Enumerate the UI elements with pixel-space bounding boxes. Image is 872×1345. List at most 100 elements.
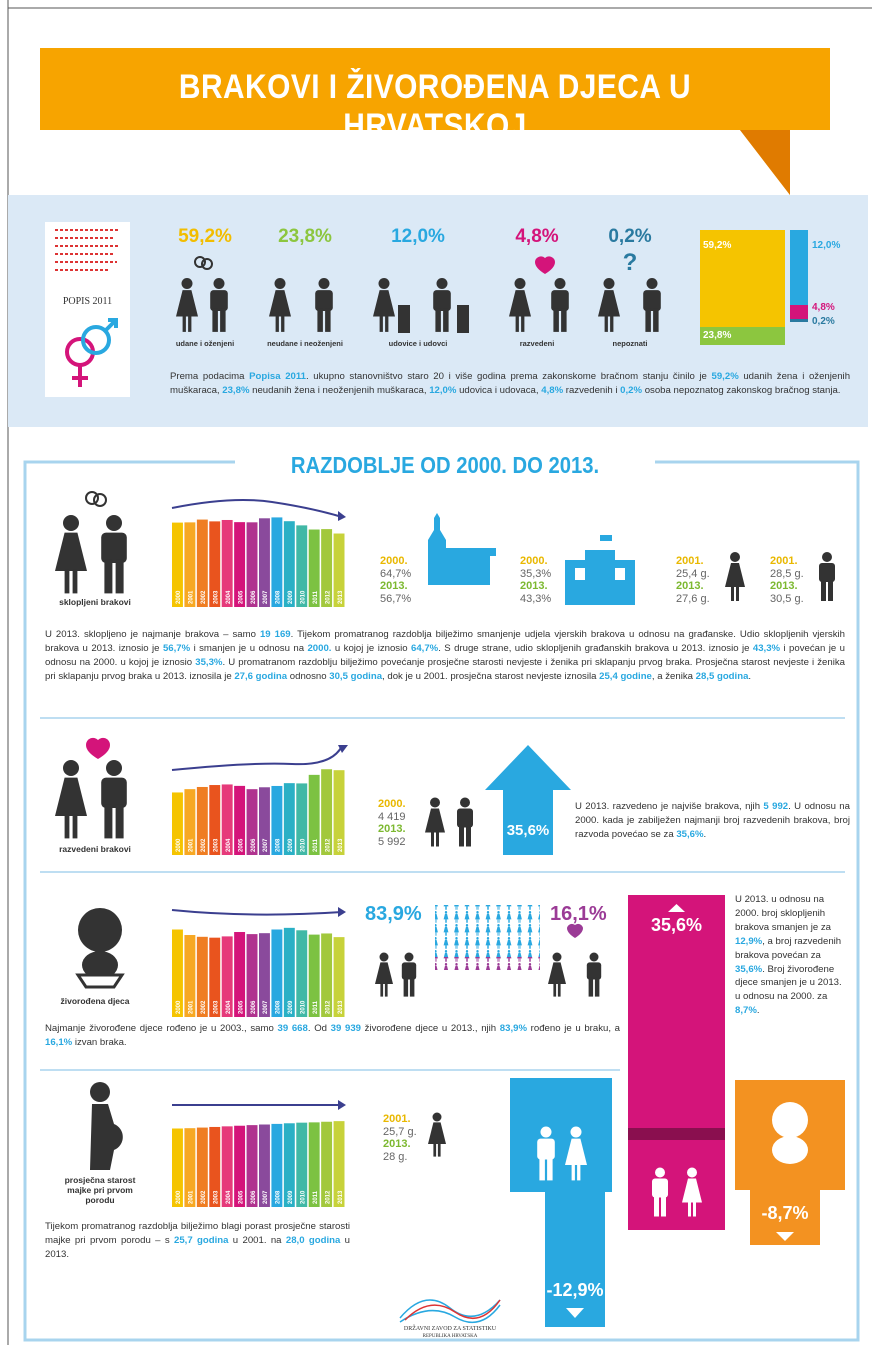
year-label: 2009 — [288, 1190, 294, 1204]
highlight: 59,2% — [712, 371, 739, 382]
church-stats: 2000.64,7%2013.56,7% — [380, 555, 411, 606]
year-label: 2003 — [214, 1190, 220, 1204]
divorce-summary: 35,6% — [628, 915, 725, 936]
period-title: RAZDOBLJE OD 2000. DO 2013. — [260, 452, 630, 478]
year-label: 2002 — [201, 838, 207, 852]
year: 2013. — [520, 580, 551, 593]
highlight: 4,8% — [541, 385, 563, 396]
marriage-summary: -12,9% — [545, 1280, 605, 1301]
text-run: U 2013. sklopljeno je najmanje brakova –… — [45, 629, 260, 640]
year: 2013. — [770, 580, 804, 593]
row-label: živorođena djeca — [40, 997, 150, 1007]
stat-label: nepoznati — [575, 340, 685, 349]
births-summary: -8,7% — [750, 1203, 820, 1224]
year: 2013. — [378, 823, 406, 836]
treemap-label: 12,0% — [812, 240, 840, 252]
highlight: 19 169 — [260, 629, 291, 640]
stat-pct: 23,8% — [255, 226, 355, 248]
text-run: . — [704, 829, 707, 840]
text-run: . ukupno stanovništvo staro 20 i više go… — [306, 371, 712, 382]
out-of-marriage-grid — [435, 957, 540, 970]
year-label: 2001 — [189, 838, 195, 852]
page: Brakovi i živorođena djeca u Hrvatskoj {… — [0, 0, 872, 1345]
year: 2000. — [378, 798, 406, 811]
divorce-change: 35,6% — [503, 822, 553, 839]
births-text: Najmanje živorođene djece rođeno je u 20… — [45, 1022, 620, 1050]
stat-pct: 59,2% — [155, 226, 255, 248]
text-run: . S druge strane, udio sklopljenih građa… — [438, 643, 753, 654]
highlight: 5 992 — [763, 801, 788, 812]
year: 2001. — [383, 1113, 417, 1126]
year-label: 2012 — [325, 1190, 331, 1204]
year-label: 2008 — [276, 1000, 282, 1014]
year-label: 2003 — [214, 1000, 220, 1014]
year-label: 2005 — [238, 1190, 244, 1204]
highlight: 12,9% — [735, 936, 762, 947]
value: 25,7 g. — [383, 1126, 417, 1139]
marriage-box — [510, 1078, 612, 1192]
year-label: 2006 — [251, 1000, 257, 1014]
highlight: 43,3% — [753, 643, 780, 654]
year-label: 2007 — [263, 590, 269, 604]
year-label: 2011 — [313, 590, 319, 604]
text-run: odnosno — [287, 671, 329, 682]
text-run: rođeno je u braku, a — [527, 1023, 620, 1034]
year-label: 2000 — [176, 1000, 182, 1014]
year-label: 2010 — [301, 590, 307, 604]
highlight: 35,6% — [676, 829, 703, 840]
highlight: 28,5 godina — [696, 671, 749, 682]
civil-stats: 2000.35,3%2013.43,3% — [520, 555, 551, 606]
value: 35,3% — [520, 568, 551, 581]
text-run: u 2001. na — [228, 1235, 285, 1246]
year-label: 2008 — [276, 1190, 282, 1204]
treemap-label: 4,8% — [812, 302, 835, 314]
stat-label: neudane i neoženjeni — [250, 340, 360, 349]
highlight: 2000. — [307, 643, 331, 654]
year-label: 2011 — [313, 838, 319, 852]
value: 4 419 — [378, 811, 406, 824]
marriage-tab — [545, 1192, 605, 1327]
highlight: 25,7 godina — [174, 1235, 228, 1246]
row-label: sklopljeni brakovi — [40, 598, 150, 608]
title: BRAKOVI I ŽIVOROĐENA DJECA U HRVATSKOJ — [87, 68, 782, 146]
divorces-text: U 2013. razvedeno je najviše brakova, nj… — [575, 800, 850, 842]
year: 2013. — [383, 1138, 417, 1151]
summary-text: U 2013. u odnosu na 2000. broj sklopljen… — [735, 893, 847, 1018]
year-label: 2001 — [189, 590, 195, 604]
year-label: 2007 — [263, 1190, 269, 1204]
year-label: 2013 — [338, 838, 344, 852]
year-label: 2012 — [325, 838, 331, 852]
marriages-text: U 2013. sklopljeno je najmanje brakova –… — [45, 628, 845, 684]
text-run: u kojoj je iznosio — [331, 643, 411, 654]
year-label: 2006 — [251, 838, 257, 852]
logo-box — [45, 222, 130, 397]
year-label: 2002 — [201, 590, 207, 604]
year: 2000. — [380, 555, 411, 568]
year: 2013. — [380, 580, 411, 593]
page-body: ? 20002001200220032004200520062007200820… — [0, 0, 872, 1345]
mother-ages: 2001.25,7 g.2013.28 g. — [383, 1113, 417, 1164]
value: 56,7% — [380, 593, 411, 606]
year-label: 2011 — [313, 1000, 319, 1014]
year-label: 2009 — [288, 590, 294, 604]
treemap-label: 59,2% — [703, 240, 731, 252]
highlight: 12,0% — [429, 385, 456, 396]
year-label: 2009 — [288, 1000, 294, 1014]
highlight: 35,6% — [735, 964, 762, 975]
text-run: udovica i udovaca, — [456, 385, 541, 396]
value: 27,6 g. — [676, 593, 710, 606]
year-label: 2007 — [263, 838, 269, 852]
year-label: 2012 — [325, 590, 331, 604]
stat-pct: 0,2% — [580, 226, 680, 248]
out-of-marriage: 16,1% — [550, 903, 607, 926]
country: REPUBLIKA HRVATSKA — [370, 1334, 530, 1340]
year-label: 2001 — [189, 1190, 195, 1204]
year-label: 2000 — [176, 1190, 182, 1204]
year-label: 2005 — [238, 838, 244, 852]
year-label: 2005 — [238, 590, 244, 604]
in-marriage-grid — [435, 905, 540, 957]
year-label: 2003 — [214, 838, 220, 852]
year-label: 2006 — [251, 590, 257, 604]
text-run: , a ženika — [652, 671, 696, 682]
